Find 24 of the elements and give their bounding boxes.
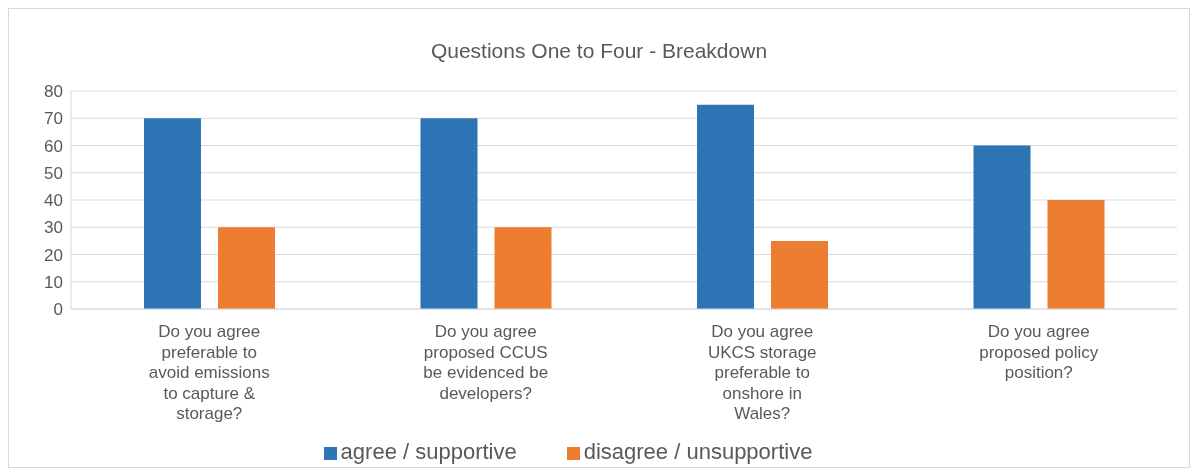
- y-tick-label: 30: [44, 218, 63, 238]
- y-tick-label: 50: [44, 163, 63, 183]
- y-tick-label: 0: [53, 300, 63, 320]
- y-tick-label: 60: [44, 136, 63, 156]
- x-tick-label: Do you agree proposed policy position?: [979, 322, 1099, 382]
- x-tick-label: Do you agree proposed CCUS be evidenced be developers?: [423, 322, 549, 403]
- bar: [973, 145, 1031, 309]
- bar: [420, 118, 478, 309]
- bar: [1047, 200, 1105, 309]
- chart-title: Questions One to Four - Breakdown: [429, 38, 769, 64]
- bar: [218, 227, 275, 309]
- bar: [494, 227, 552, 309]
- y-tick-label: 70: [44, 109, 63, 129]
- bar: [697, 104, 754, 309]
- bar: [144, 118, 201, 309]
- x-tick-label: Do you agree UKCS storage preferable to onshore in Wales?: [707, 322, 817, 423]
- y-tick-label: 40: [44, 191, 63, 211]
- bar: [771, 240, 828, 309]
- x-tick-label: Do you agree preferable to avoid emissions to capture & storage?: [148, 322, 270, 423]
- legend-label: disagree / unsupportive: [583, 439, 813, 464]
- y-tick-label: 10: [44, 272, 63, 292]
- legend-label: agree / supportive: [340, 439, 517, 464]
- y-tick-label: 80: [44, 82, 63, 102]
- y-tick-label: 20: [44, 245, 63, 265]
